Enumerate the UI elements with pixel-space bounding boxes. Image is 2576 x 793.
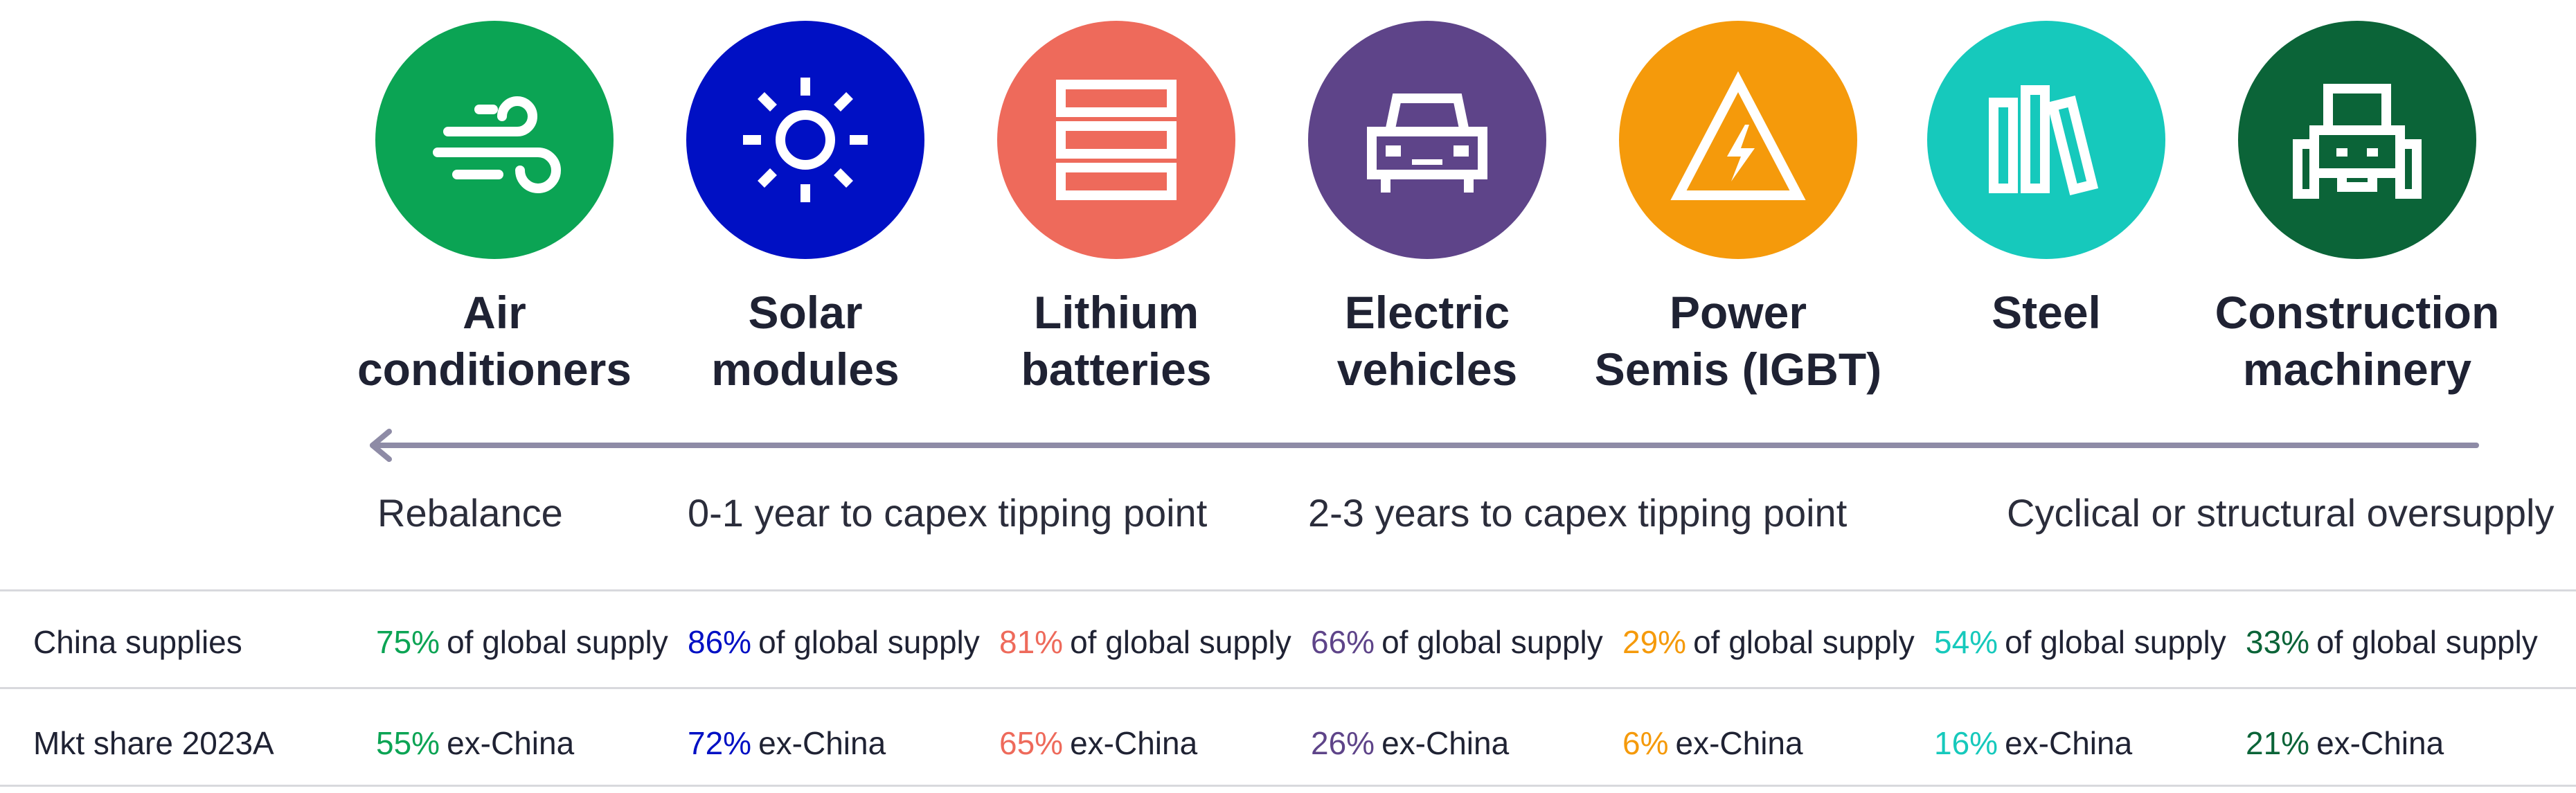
tractor-icon [2293, 84, 2422, 199]
table-cell-ac: 55% ex-China [376, 724, 574, 762]
table-divider [0, 785, 2576, 787]
percent-value: 29% [1622, 624, 1687, 660]
table-cell-solar: 72% ex-China [688, 724, 886, 762]
percent-value: 33% [2246, 624, 2310, 660]
car-icon [1367, 93, 1487, 193]
category-label: Lithium batteries [1021, 287, 1212, 395]
table-cell-lithium: 81% of global supply [999, 623, 1291, 661]
percent-value: 81% [999, 624, 1064, 660]
percent-suffix: ex-China [2005, 725, 2133, 761]
wind-icon [433, 96, 561, 193]
category-circle [997, 21, 1235, 259]
percent-suffix: of global supply [758, 624, 980, 660]
stage-label-oversupply: Cyclical or structural oversupply [2007, 491, 2555, 535]
percent-value: 6% [1622, 725, 1669, 761]
percent-value: 55% [376, 725, 440, 761]
table-cell-ac: 75% of global supply [376, 623, 668, 661]
percent-suffix: of global supply [1070, 624, 1291, 660]
table-cell-construction: 21% ex-China [2246, 724, 2444, 762]
category-label: Power Semis (IGBT) [1594, 287, 1882, 395]
table-cell-ev: 26% ex-China [1311, 724, 1509, 762]
percent-value: 54% [1934, 624, 1998, 660]
sun-icon [743, 78, 868, 202]
percent-suffix: of global supply [1693, 624, 1915, 660]
table-cell-lithium: 65% ex-China [999, 724, 1197, 762]
row-label-mkt-share: Mkt share 2023A [33, 725, 274, 761]
percent-suffix: ex-China [1381, 725, 1510, 761]
percent-suffix: ex-China [1675, 725, 1803, 761]
category-circle [2238, 21, 2476, 259]
percent-suffix: of global supply [2005, 624, 2226, 660]
percent-value: 26% [1311, 725, 1375, 761]
percent-value: 65% [999, 725, 1064, 761]
percent-value: 75% [376, 624, 440, 660]
category-label: Electric vehicles [1336, 287, 1518, 395]
category-label: Air conditioners [357, 287, 632, 395]
table-cell-construction: 33% of global supply [2246, 623, 2538, 661]
percent-value: 16% [1934, 725, 1998, 761]
category-circle [375, 21, 614, 259]
percent-value: 86% [688, 624, 752, 660]
percent-suffix: ex-China [758, 725, 886, 761]
percent-suffix: of global supply [2316, 624, 2538, 660]
percent-suffix: ex-China [1070, 725, 1198, 761]
table-cell-steel: 16% ex-China [1934, 724, 2132, 762]
category-header: Air conditioners Solar modules [357, 21, 2500, 395]
category-circle [1308, 21, 1546, 259]
steel-bars-icon [1989, 85, 2099, 196]
stage-label-0-1-year: 0-1 year to capex tipping point [688, 491, 1208, 535]
stage-label-rebalance: Rebalance [377, 491, 563, 535]
high-voltage-icon [1670, 71, 1806, 200]
percent-value: 21% [2246, 725, 2310, 761]
table-divider [0, 687, 2576, 689]
table-cell-steel: 54% of global supply [1934, 623, 2226, 661]
table-cell-ev: 66% of global supply [1311, 623, 1603, 661]
category-circle [1927, 21, 2165, 259]
category-label: Solar modules [711, 287, 900, 395]
timeline-arrow [370, 429, 2479, 462]
percent-suffix: of global supply [447, 624, 668, 660]
percent-suffix: of global supply [1381, 624, 1603, 660]
battery-stack-icon [1056, 80, 1177, 200]
row-label-china-supplies: China supplies [33, 624, 242, 660]
table-cell-solar: 86% of global supply [688, 623, 980, 661]
category-label: Steel [1992, 287, 2101, 338]
category-label: Construction machinery [2215, 287, 2500, 395]
category-circle [1619, 21, 1857, 259]
table-cell-semis: 29% of global supply [1622, 623, 1915, 661]
percent-suffix: ex-China [447, 725, 575, 761]
table-divider [0, 589, 2576, 591]
percent-value: 66% [1311, 624, 1375, 660]
percent-value: 72% [688, 725, 752, 761]
percent-suffix: ex-China [2316, 725, 2444, 761]
stage-label-2-3-years: 2-3 years to capex tipping point [1308, 491, 1848, 535]
table-cell-semis: 6% ex-China [1622, 724, 1803, 762]
category-circle [686, 21, 924, 259]
